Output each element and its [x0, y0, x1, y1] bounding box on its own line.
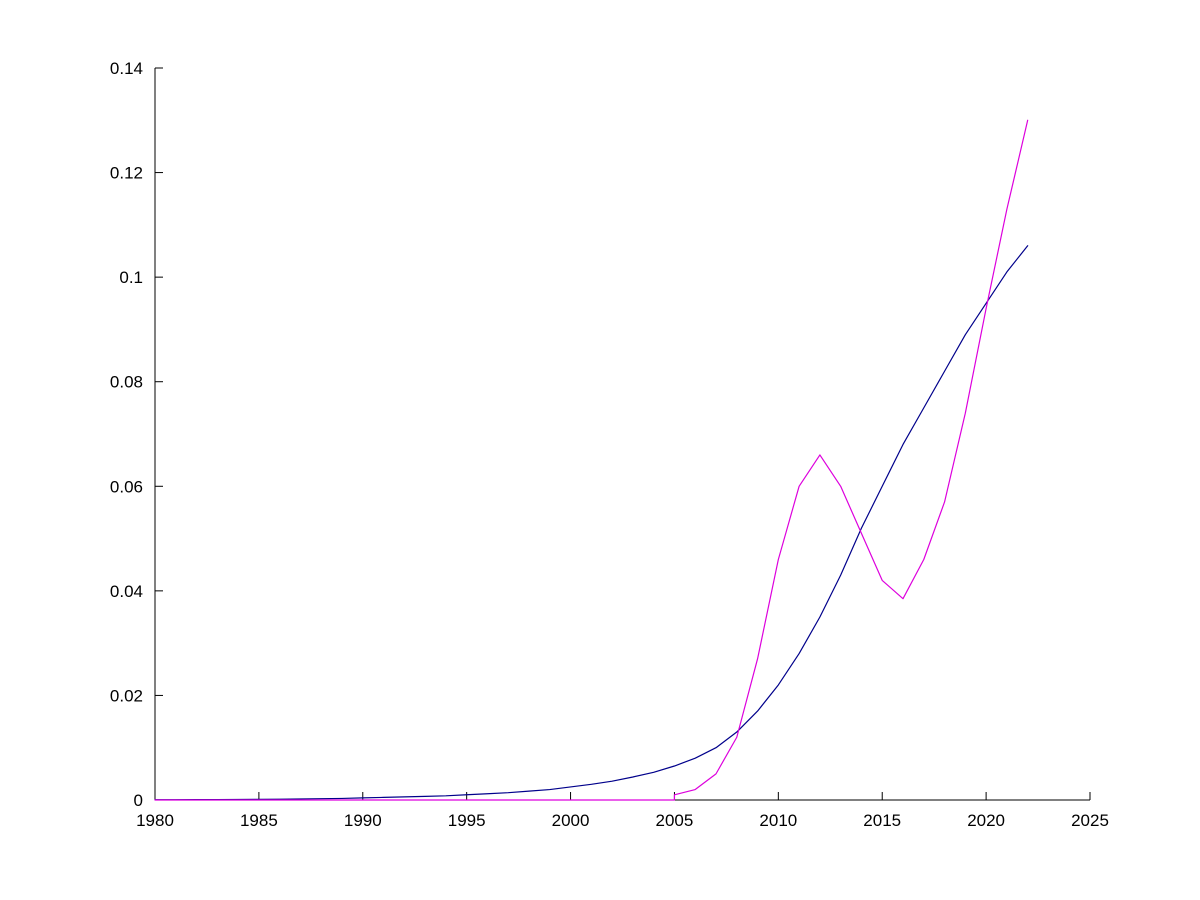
y-tick-label: 0.12 — [110, 164, 143, 183]
x-tick-label: 2000 — [552, 811, 590, 830]
y-tick-label: 0.1 — [119, 268, 143, 287]
x-tick-label: 1990 — [344, 811, 382, 830]
y-tick-label: 0.08 — [110, 373, 143, 392]
x-tick-label: 2020 — [967, 811, 1005, 830]
x-tick-label: 1980 — [136, 811, 174, 830]
y-tick-label: 0.14 — [110, 59, 143, 78]
series-line-smooth-growth-curve — [154, 245, 1029, 801]
y-tick-label: 0.06 — [110, 477, 143, 496]
x-tick-label: 2010 — [759, 811, 797, 830]
x-tick-label: 2025 — [1071, 811, 1109, 830]
x-tick-label: 1995 — [448, 811, 486, 830]
series-line-oscillating-curve — [154, 119, 1029, 801]
y-tick-label: 0.04 — [110, 582, 143, 601]
y-tick-label: 0.02 — [110, 686, 143, 705]
y-tick-label: 0 — [134, 791, 143, 810]
x-tick-label: 2015 — [863, 811, 901, 830]
x-tick-label: 1985 — [240, 811, 278, 830]
x-tick-label: 2005 — [656, 811, 694, 830]
